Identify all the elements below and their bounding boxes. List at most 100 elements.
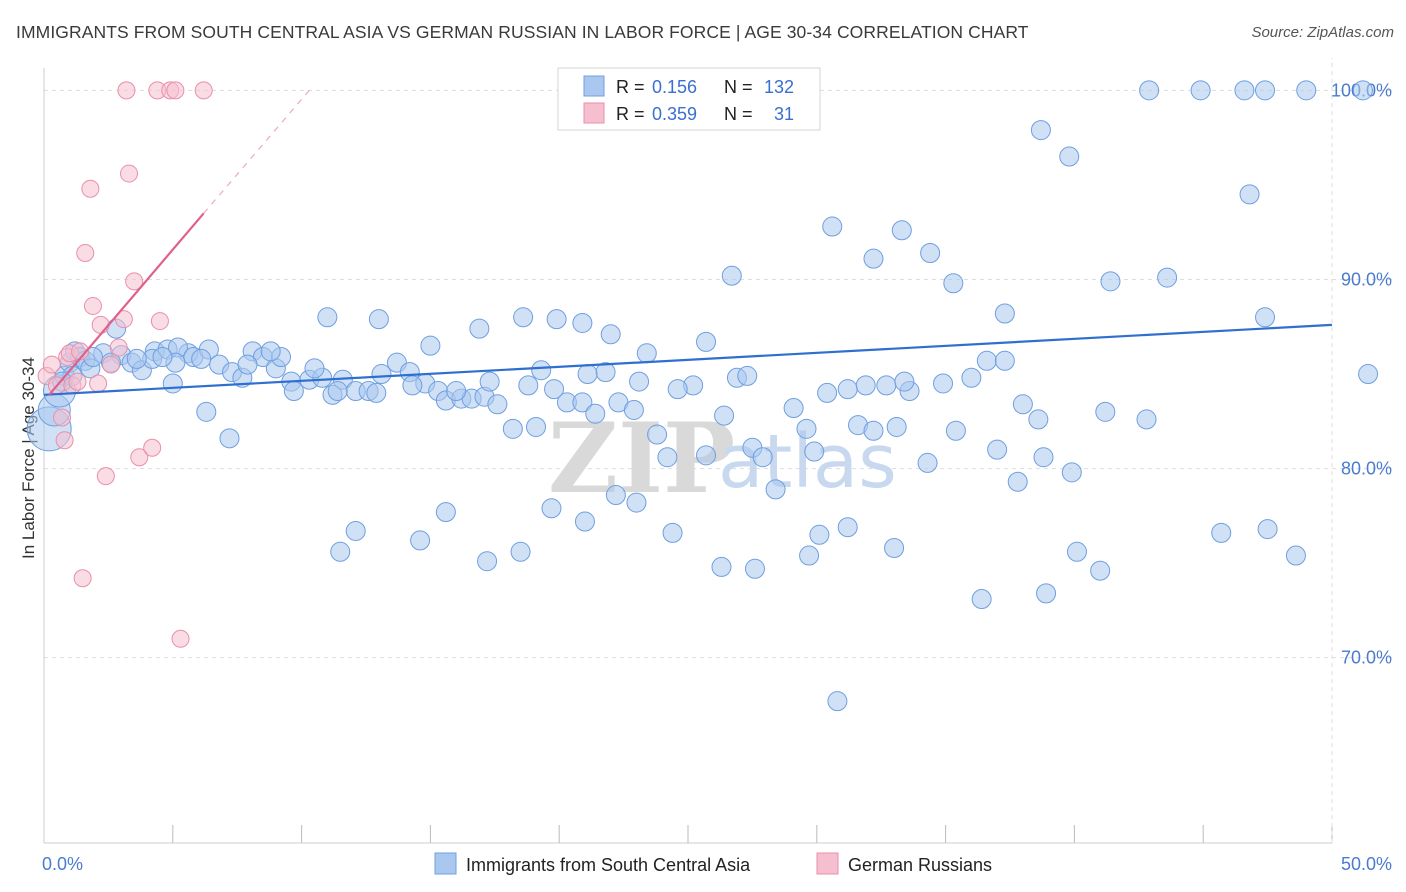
data-point-blue [469,318,490,339]
data-point-blue [446,381,467,402]
data-point-blue [572,312,593,333]
data-point-blue [585,403,606,424]
data-point-blue [629,371,650,392]
data-point-blue [420,335,441,356]
data-point-blue [796,418,817,439]
data-point-blue [152,347,173,368]
bottom-legend-label-pink: German Russians [848,855,992,875]
data-point-blue [855,375,876,396]
data-point-blue [487,394,508,415]
data-point-blue [752,447,773,468]
data-point-blue [863,248,884,269]
data-point-blue [1100,271,1121,292]
data-point-blue [783,398,804,419]
data-point-blue [1007,471,1028,492]
x-tick-label: 0.0% [42,854,83,874]
data-point-blue [513,307,534,328]
data-point-blue [636,343,657,364]
data-point-blue [987,439,1008,460]
bottom-legend-swatch-pink [816,852,839,875]
x-tick-label: 50.0% [1341,854,1392,874]
trend-lines [43,89,1333,396]
legend-n-value-2: 31 [774,104,794,124]
data-point-blue [477,551,498,572]
data-point-blue [237,354,258,375]
data-point-blue [1012,394,1033,415]
legend-r-value-2: 0.359 [652,104,697,124]
legend-n-label-2: N = [724,104,753,124]
data-point-pink [96,467,115,486]
y-tick-label: 70.0% [1341,648,1392,668]
data-point-pink [143,438,162,457]
data-point-pink [101,355,120,374]
data-point-blue [799,545,820,566]
data-point-pink [53,408,72,427]
data-point-blue [994,350,1015,371]
data-point-pink [194,81,213,100]
legend-n-label-1: N = [724,77,753,97]
data-point-blue [605,485,626,506]
data-point-blue [162,373,183,394]
data-point-blue [1211,522,1232,543]
data-point-pink [150,312,169,331]
data-point-pink [68,372,87,391]
data-point-blue [1190,80,1211,101]
data-point-blue [876,375,897,396]
data-point-blue [577,364,598,385]
data-point-blue [1095,401,1116,422]
data-point-blue [994,303,1015,324]
data-point-blue [1136,409,1157,430]
data-point-blue [1234,80,1255,101]
data-point-blue [1066,541,1087,562]
bottom-legend: Immigrants from South Central Asia Germa… [434,852,992,875]
data-point-blue [366,382,387,403]
data-point-blue [945,420,966,441]
data-point-blue [817,382,838,403]
data-point-blue [961,367,982,388]
trend-line-blue [43,323,1333,396]
data-point-blue [662,522,683,543]
data-point-pink [76,243,95,262]
data-point-blue [191,348,212,369]
axes [43,68,1332,844]
data-point-blue [933,373,954,394]
data-point-blue [1257,519,1278,540]
data-point-blue [1239,184,1260,205]
data-point-blue [626,492,647,513]
data-point-blue [541,498,562,519]
data-point-pink [73,569,92,588]
data-point-pink [89,374,108,393]
data-point-blue [976,350,997,371]
data-point-blue [1255,307,1276,328]
chart-source: Source: ZipAtlas.com [1251,24,1394,41]
bottom-legend-swatch-blue [434,852,457,875]
legend-r-label-2: R = [616,104,645,124]
data-point-blue [1296,80,1317,101]
data-point-blue [765,479,786,500]
y-axis-label: In Labor Force | Age 30-34 [19,357,38,559]
data-point-blue [574,511,595,532]
data-point-blue [667,379,688,400]
data-point-blue [837,517,858,538]
data-point-blue [1255,80,1276,101]
data-point-blue [822,216,843,237]
data-point-blue [657,447,678,468]
data-point-pink [120,164,139,183]
data-point-blue [863,420,884,441]
data-point-pink [83,296,102,315]
y-tick-label: 90.0% [1341,269,1392,289]
data-point-blue [600,324,621,345]
data-point-blue [1090,560,1111,581]
data-point-pink [114,310,133,329]
data-point-pink [117,81,136,100]
data-point-blue [943,273,964,294]
legend-swatch-pink [583,102,605,124]
data-point-blue [572,392,593,413]
series-pink-points [37,81,213,648]
data-point-blue [696,445,717,466]
data-point-blue [410,530,431,551]
data-point-blue [283,381,304,402]
data-point-blue [526,416,547,437]
data-point-blue [345,520,366,541]
